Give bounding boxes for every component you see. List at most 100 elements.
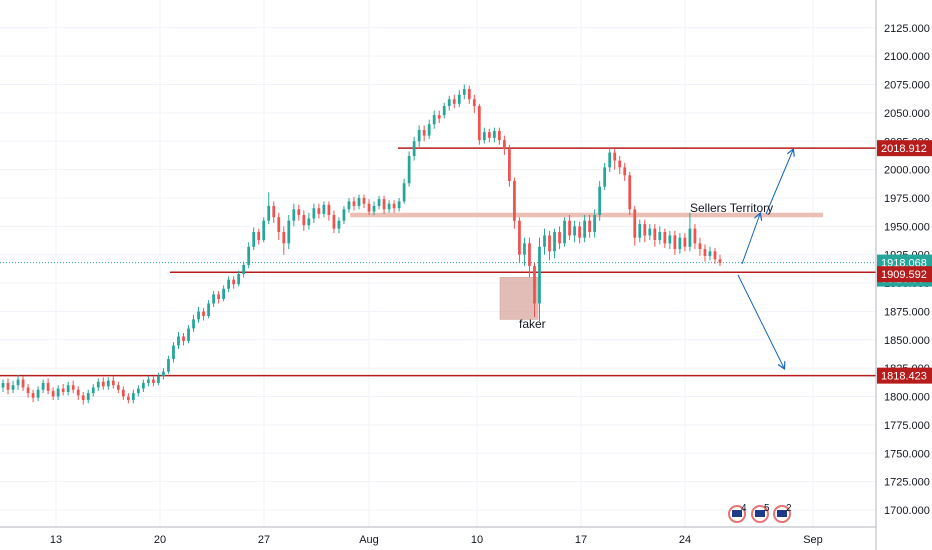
candle-body [708, 251, 712, 256]
candle-body [257, 232, 261, 240]
candle-body [492, 131, 496, 138]
candle-body [523, 243, 526, 255]
candle-body [417, 129, 421, 142]
candle-body [157, 376, 160, 383]
candle-body [282, 232, 286, 244]
y-tick-label: 2075.000 [884, 80, 930, 92]
candle-body [322, 204, 326, 214]
x-tick-label: Aug [359, 534, 379, 546]
candle-body [272, 205, 276, 218]
candle-body [387, 203, 391, 210]
candle-body [452, 99, 456, 104]
candle-body [412, 141, 416, 157]
candle-body [217, 294, 220, 299]
candle-body [568, 220, 571, 236]
level-label-2018-bg [877, 140, 932, 157]
candle-body [121, 389, 125, 397]
candle-body [21, 379, 25, 388]
candle-body [658, 232, 662, 240]
event-count-label: 5 [764, 503, 770, 514]
candle-body [332, 215, 336, 229]
candle-body [362, 197, 366, 204]
candle-body [222, 288, 225, 299]
candle-body [66, 385, 70, 393]
event-badges[interactable]: 4 5 2 [728, 503, 792, 523]
candle-body [668, 235, 672, 244]
candle-body [307, 218, 311, 226]
faker-label: faker [519, 317, 546, 331]
candle-body [147, 379, 150, 383]
candle-body [578, 226, 581, 238]
candle-body [618, 160, 622, 168]
candle-body [477, 106, 481, 141]
candle-body [76, 389, 80, 396]
candle-body [177, 336, 180, 346]
x-tick-label: 13 [50, 534, 62, 546]
flag-canton [755, 510, 765, 517]
candle-body [543, 235, 546, 247]
candle-body [197, 311, 200, 320]
flag-canton [777, 510, 787, 517]
candle-body [212, 294, 215, 304]
candle-body [327, 204, 331, 216]
candle-body [583, 220, 587, 238]
sellers-territory-zone [350, 212, 823, 218]
x-tick-label: 24 [679, 534, 691, 546]
event-count-label: 4 [741, 503, 747, 514]
candle-body [302, 215, 306, 226]
candle-body [503, 140, 506, 150]
candle-body [136, 388, 140, 394]
candle-body [718, 259, 722, 263]
candle-body [242, 264, 246, 275]
candle-body [528, 243, 531, 267]
candle-body [26, 387, 30, 394]
candle-body [447, 99, 451, 107]
level-label-1818: 1818.423 [881, 371, 927, 383]
candle-body [126, 396, 130, 400]
candle-body [6, 382, 10, 390]
candle-body [548, 235, 551, 252]
candle-body [247, 246, 251, 265]
candle-body [227, 279, 231, 289]
candle-body [106, 380, 110, 387]
candle-body [457, 94, 461, 104]
candle-body [46, 382, 50, 391]
x-tick-label: 10 [471, 534, 483, 546]
y-tick-label: 2125.000 [884, 23, 930, 35]
candle-body [608, 152, 612, 168]
candle-body [643, 224, 647, 236]
candle-body [623, 167, 627, 176]
candle-body [16, 379, 20, 386]
candle-body [187, 328, 190, 341]
x-axis-ticks[interactable]: 13 20 27 Aug 10 17 24 Sep [50, 534, 823, 546]
faker-zone [499, 277, 539, 320]
candle-body [86, 393, 90, 400]
candle-body [487, 132, 491, 138]
candle-body [553, 232, 556, 252]
candle-body [638, 224, 642, 238]
candle-body [377, 199, 381, 206]
x-tick-label: Sep [803, 534, 823, 546]
candle-body [182, 336, 185, 341]
candle-body [693, 228, 697, 244]
candle-body [432, 115, 436, 125]
y-tick-label: 1975.000 [884, 193, 930, 205]
candle-body [357, 197, 361, 206]
candle-body [237, 274, 241, 285]
candle-body [162, 371, 165, 377]
candle-body [513, 180, 516, 221]
y-tick-label: 1725.000 [884, 477, 930, 489]
candle-body [703, 249, 707, 256]
candle-body [312, 208, 316, 219]
candle-body [518, 220, 521, 255]
y-tick-label: 1775.000 [884, 420, 930, 432]
candle-body [11, 385, 15, 390]
candle-body [472, 99, 476, 107]
y-tick-label: 1850.000 [884, 335, 930, 347]
zones [350, 212, 823, 320]
arrow-up-1 [741, 214, 760, 265]
candle-body [673, 235, 677, 250]
candle-body [688, 228, 692, 247]
candle-body [392, 203, 396, 209]
